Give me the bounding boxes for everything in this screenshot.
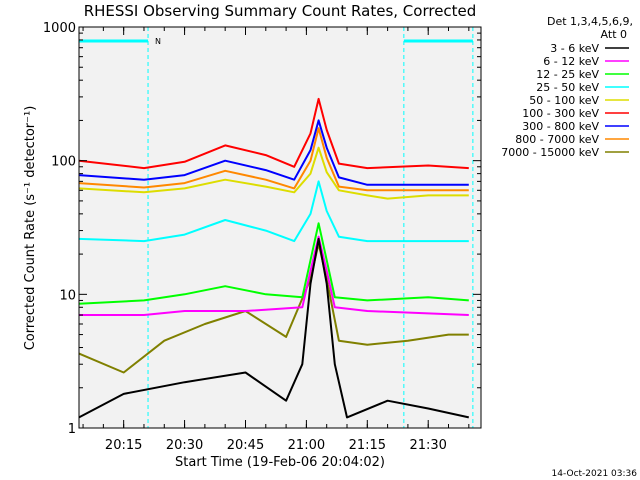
legend-label: 100 - 300 keV (522, 107, 599, 120)
legend-label: 300 - 800 keV (522, 120, 599, 133)
x-tick-label: 20:45 (227, 438, 264, 453)
x-axis: 20:15 20:30 20:45 21:00 21:15 21:30 (82, 27, 470, 453)
legend-label: 7000 - 15000 keV (501, 146, 599, 159)
series-line-1 (79, 235, 469, 316)
y-axis-label: Corrected Count Rate (s⁻¹ detector⁻¹) (23, 106, 38, 351)
legend-label: 3 - 6 keV (550, 42, 599, 55)
y-tick-label: 10 (59, 288, 76, 303)
footer-timestamp: 14-Oct-2021 03:36 (552, 469, 638, 479)
series-line-7 (78, 127, 469, 192)
legend-label: 800 - 7000 keV (515, 133, 599, 146)
night-marker-label: N (155, 37, 161, 46)
y-tick-label: 1 (68, 422, 76, 437)
legend-label: 25 - 50 keV (536, 81, 599, 94)
x-tick-label: 21:15 (349, 438, 386, 453)
series-line-0 (78, 237, 470, 419)
series-line-2 (78, 222, 469, 305)
x-tick-label: 21:30 (409, 438, 446, 453)
legend-label: 6 - 12 keV (543, 55, 599, 68)
x-tick-label: 20:30 (166, 438, 203, 453)
legend-header-line-1: Det 1,3,4,5,6,9, (547, 15, 633, 28)
series-line-3 (78, 180, 469, 243)
x-tick-label: 20:15 (105, 438, 142, 453)
legend-header-line-2: Att 0 (601, 28, 627, 41)
series-lines (78, 97, 470, 419)
legend-label: 50 - 100 keV (529, 94, 599, 107)
y-tick-label: 100 (51, 155, 76, 170)
chart-title: RHESSI Observing Summary Count Rates, Co… (84, 2, 477, 20)
plot-background (79, 27, 481, 428)
legend-label: 12 - 25 keV (536, 68, 599, 81)
y-tick-label: 1000 (43, 21, 76, 36)
series-line-6 (78, 119, 469, 186)
x-tick-label: 21:00 (288, 438, 325, 453)
x-axis-label: Start Time (19-Feb-06 20:04:02) (175, 455, 385, 470)
y-axis: 1 10 100 1000 (43, 21, 481, 437)
series-line-5 (78, 97, 469, 170)
plot-frame (78, 26, 482, 429)
series-line-4 (78, 146, 469, 200)
